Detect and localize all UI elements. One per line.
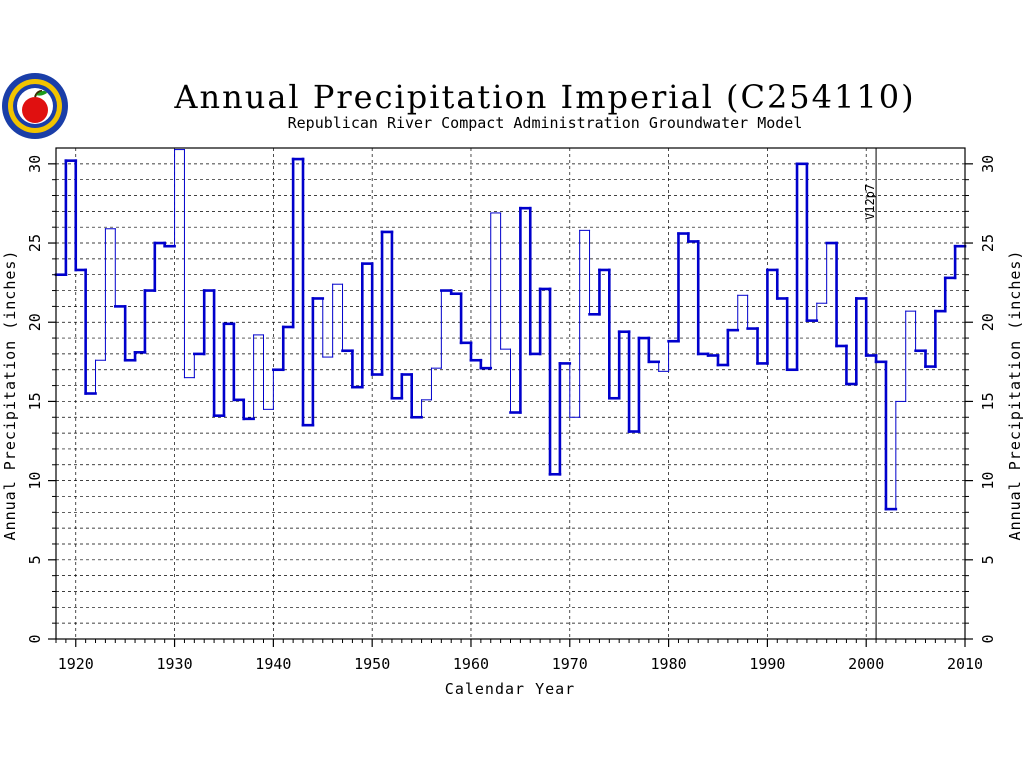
x-tick-label: 1970 xyxy=(552,655,588,673)
x-tick-label: 1920 xyxy=(58,655,94,673)
x-tick-label: 2010 xyxy=(947,655,983,673)
y-tick-label-right: 15 xyxy=(979,392,997,410)
y-tick-label-left: 0 xyxy=(26,634,44,643)
y-axis-label-left: Annual Precipitation (inches) xyxy=(1,250,19,541)
y-tick-label-left: 20 xyxy=(26,313,44,331)
x-axis-label: Calendar Year xyxy=(445,680,575,698)
y-tick-label-left: 30 xyxy=(26,155,44,173)
logo-emblem xyxy=(2,73,68,139)
y-tick-label-right: 0 xyxy=(979,634,997,643)
y-tick-label-left: 25 xyxy=(26,234,44,252)
y-tick-label-right: 25 xyxy=(979,234,997,252)
y-tick-label-left: 10 xyxy=(26,472,44,490)
axes: 0 0 5 5 10 10 15 15 20 20 25 25 30 30 1920 1930 1940 1950… xyxy=(26,155,997,673)
y-tick-label-left: 15 xyxy=(26,392,44,410)
y-tick-label-right: 5 xyxy=(979,555,997,564)
x-tick-label: 1930 xyxy=(157,655,193,673)
precipitation-series xyxy=(54,149,967,511)
annotation: V12p7 xyxy=(863,148,877,639)
y-tick-label-right: 30 xyxy=(979,155,997,173)
y-tick-label-left: 5 xyxy=(26,555,44,564)
x-tick-label: 1940 xyxy=(255,655,291,673)
x-tick-label: 1990 xyxy=(749,655,785,673)
y-tick-label-right: 20 xyxy=(979,313,997,331)
chart-subtitle: Republican River Compact Administration … xyxy=(288,114,803,132)
x-tick-label: 1960 xyxy=(453,655,489,673)
chart-title: Annual Precipitation Imperial (C254110) xyxy=(173,78,915,116)
grid xyxy=(56,148,965,639)
annotation-label: V12p7 xyxy=(863,184,877,220)
x-tick-label: 1950 xyxy=(354,655,390,673)
x-tick-label: 2000 xyxy=(848,655,884,673)
y-axis-label-right: Annual Precipitation (inches) xyxy=(1006,250,1024,541)
x-tick-label: 1980 xyxy=(651,655,687,673)
y-tick-label-right: 10 xyxy=(979,472,997,490)
